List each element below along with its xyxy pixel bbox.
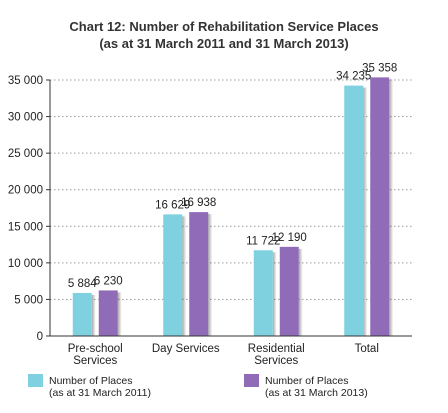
- y-tick-label: 0: [37, 331, 43, 343]
- y-tick-label: 5 000: [14, 294, 43, 306]
- bar-shadow: [389, 79, 394, 337]
- y-tick-label: 25 000: [8, 148, 43, 160]
- bar-2013: [98, 290, 118, 336]
- legend-label: Number of Places: [265, 375, 348, 387]
- legend-label: Number of Places: [49, 375, 132, 387]
- x-category-label: Services: [254, 355, 298, 367]
- bar-shadow: [91, 294, 96, 336]
- gridlines: [50, 79, 412, 300]
- legend-swatch: [28, 374, 43, 387]
- legend: Number of Places(as at 31 March 2011)Num…: [28, 374, 368, 399]
- bar-shadow: [182, 216, 187, 336]
- data-label: 12 190: [272, 232, 307, 244]
- x-category-label: Services: [73, 355, 117, 367]
- bar-2011: [163, 214, 183, 336]
- data-label: 11 722: [246, 235, 280, 247]
- bar-2011: [253, 250, 273, 336]
- y-tick-label: 20 000: [8, 185, 43, 197]
- x-category-label: Day Services: [152, 343, 220, 355]
- x-category-label: Residential: [248, 343, 305, 355]
- data-label: 5 884: [68, 278, 97, 290]
- y-tick-label: 10 000: [8, 258, 43, 270]
- bar-shadow: [272, 252, 277, 336]
- chart-title-line: (as at 31 March 2011 and 31 March 2013): [99, 36, 348, 51]
- x-category-label: Pre-school: [68, 343, 123, 355]
- bar-2011: [72, 292, 92, 336]
- bar-shadow: [208, 214, 213, 336]
- y-tick-label: 35 000: [8, 75, 43, 87]
- chart-title: Chart 12: Number of Rehabilitation Servi…: [69, 19, 378, 51]
- data-label: 34 235: [336, 71, 371, 83]
- x-category-label: Total: [355, 343, 379, 355]
- chart-title-line: Chart 12: Number of Rehabilitation Servi…: [69, 19, 378, 34]
- bar-2011: [344, 85, 364, 336]
- data-label: 6 230: [94, 275, 123, 287]
- bar-shadow: [298, 248, 303, 336]
- bar-2013: [189, 212, 209, 336]
- bar-2013: [279, 246, 299, 336]
- bar-shadow: [363, 87, 368, 336]
- y-axis: 0 5 000 10 000 15 000 20 000 25 000 30 000 35 0…: [8, 75, 51, 343]
- bar-shadow: [117, 292, 122, 336]
- y-tick-label: 15 000: [8, 221, 43, 233]
- data-label: 16 629: [155, 199, 190, 211]
- legend-label: (as at 31 March 2011): [49, 387, 151, 399]
- bar-2013: [370, 77, 390, 337]
- legend-swatch: [244, 374, 259, 387]
- data-label: 16 938: [181, 197, 216, 209]
- data-label: 35 358: [362, 62, 397, 74]
- legend-label: (as at 31 March 2013): [265, 387, 368, 399]
- y-tick-label: 30 000: [8, 112, 43, 124]
